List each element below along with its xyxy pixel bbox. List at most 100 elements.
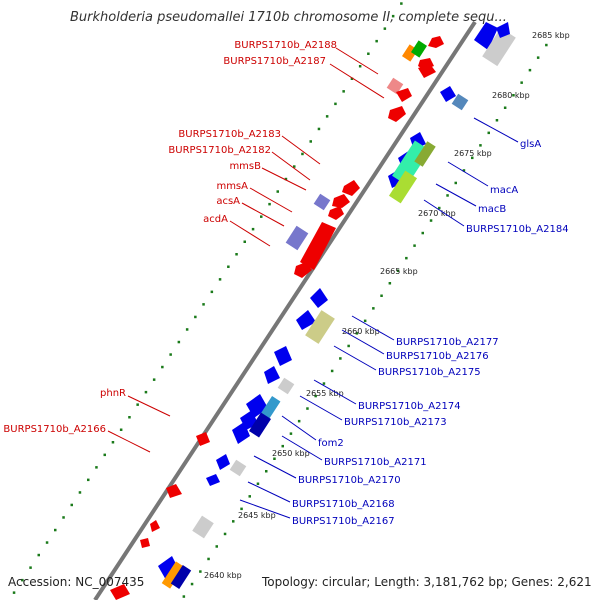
feature-other[interactable]: [451, 93, 469, 111]
scale-dot: [503, 106, 507, 109]
scale-dot: [325, 115, 329, 118]
scale-dot: [342, 90, 345, 93]
feature-forward[interactable]: [264, 366, 280, 384]
gene-label[interactable]: BURPS1710b_A2175: [378, 367, 481, 378]
feature-reverse[interactable]: [328, 206, 344, 220]
gene-label[interactable]: BURPS1710b_A2176: [386, 351, 489, 362]
feature-reverse[interactable]: [166, 484, 182, 498]
gene-label[interactable]: BURPS1710b_A2166: [3, 424, 106, 435]
gene-label[interactable]: BURPS1710b_A2174: [358, 401, 461, 412]
gene-label[interactable]: mmsA: [216, 181, 248, 192]
gene-label[interactable]: glsA: [520, 139, 541, 150]
feature-forward[interactable]: [440, 86, 456, 102]
scale-dot: [495, 119, 499, 122]
feature-forward[interactable]: [496, 22, 510, 38]
gene-label[interactable]: BURPS1710b_A2187: [223, 56, 326, 67]
scale-dot: [29, 566, 32, 569]
feature-reverse[interactable]: [418, 64, 436, 78]
feature-rna[interactable]: [482, 27, 516, 67]
gene-label[interactable]: macB: [478, 204, 506, 215]
gene-label[interactable]: macA: [490, 185, 518, 196]
feature-other[interactable]: [305, 310, 335, 344]
scale-dot: [62, 516, 65, 519]
feature-reverse[interactable]: [140, 538, 150, 548]
tick-label: 2655 kbp: [306, 389, 344, 398]
scale-dot: [169, 353, 172, 356]
feature-reverse[interactable]: [150, 520, 160, 532]
feature-other[interactable]: [410, 40, 428, 58]
gene-label[interactable]: mmsB: [229, 161, 261, 172]
feature-rna[interactable]: [192, 515, 214, 539]
scale-dot: [380, 294, 383, 297]
gene-label[interactable]: BURPS1710b_A2184: [466, 224, 569, 235]
gene-label[interactable]: phnR: [100, 388, 126, 399]
gene-label[interactable]: acdA: [203, 214, 228, 225]
feature-rna[interactable]: [229, 459, 247, 477]
tick-label: 2685 kbp: [532, 31, 570, 40]
gene-label[interactable]: BURPS1710b_A2183: [178, 129, 281, 140]
feature-forward[interactable]: [206, 474, 220, 486]
scale-dot: [273, 457, 276, 460]
scale-dot: [479, 144, 482, 147]
scale-dot: [202, 303, 205, 306]
scale-dot: [383, 27, 387, 30]
gene-label[interactable]: BURPS1710b_A2168: [292, 499, 395, 510]
scale-dot: [413, 244, 416, 247]
feature-reverse[interactable]: [396, 88, 412, 102]
feature-reverse[interactable]: [196, 432, 210, 446]
feature-reverse[interactable]: [342, 180, 360, 196]
left-labels: BURPS1710b_A2188 BURPS1710b_A2187 BURPS1…: [3, 40, 385, 453]
feature-forward[interactable]: [310, 288, 328, 308]
scale-dot: [405, 256, 408, 260]
feature-other[interactable]: [388, 170, 418, 204]
feature-rna[interactable]: [277, 377, 295, 395]
feature-pseudo[interactable]: [386, 77, 404, 95]
scale-dot: [528, 68, 532, 72]
feature-reverse[interactable]: [294, 262, 312, 278]
feature-reverse[interactable]: [332, 194, 350, 208]
feature-other[interactable]: [414, 141, 436, 167]
gene-label[interactable]: BURPS1710b_A2171: [324, 457, 427, 468]
scale-dot: [276, 190, 279, 193]
feature-other[interactable]: [313, 193, 331, 211]
scale-dot: [128, 416, 131, 419]
gene-label[interactable]: BURPS1710b_A2170: [298, 475, 401, 486]
gene-label[interactable]: BURPS1710b_A2177: [396, 337, 499, 348]
right-labels: glsA macA macB BURPS1710b_A2184 BURPS171…: [239, 117, 569, 527]
gene-label[interactable]: acsA: [216, 196, 240, 207]
map-title: Burkholderia pseudomallei 1710b chromoso…: [70, 10, 507, 25]
feature-forward[interactable]: [232, 422, 250, 444]
feature-reverse[interactable]: [300, 222, 336, 270]
feature-forward[interactable]: [474, 22, 498, 50]
feature-other[interactable]: [285, 225, 309, 251]
topology-text: Topology: circular; Length: 3,181,762 bp…: [262, 575, 592, 589]
feature-reverse[interactable]: [110, 584, 130, 600]
scale-dot: [177, 340, 181, 344]
feature-forward[interactable]: [296, 310, 316, 330]
gene-label[interactable]: BURPS1710b_A2182: [168, 145, 271, 156]
feature-forward[interactable]: [248, 412, 272, 438]
scale-dot: [471, 156, 474, 160]
tick-label: 2645 kbp: [238, 511, 276, 520]
scale-dot: [248, 495, 251, 498]
scale-dot: [350, 77, 354, 80]
scale-dot: [487, 131, 490, 135]
feature-forward[interactable]: [274, 346, 292, 366]
feature-other[interactable]: [392, 140, 430, 186]
scale-dot: [281, 444, 284, 448]
scale-dot: [284, 177, 288, 181]
feature-forward[interactable]: [170, 565, 192, 589]
gene-label[interactable]: fom2: [318, 438, 344, 449]
accession-text: Accession: NC_007435: [8, 575, 145, 589]
gene-label[interactable]: BURPS1710b_A2167: [292, 516, 395, 527]
feature-reverse[interactable]: [428, 36, 444, 48]
scale-dot: [388, 282, 392, 285]
gene-label[interactable]: BURPS1710b_A2188: [234, 40, 337, 51]
feature-other[interactable]: [161, 561, 185, 589]
scale-dot: [95, 466, 98, 469]
scale-dot: [355, 332, 359, 335]
feature-forward[interactable]: [216, 454, 230, 470]
gene-label[interactable]: BURPS1710b_A2173: [344, 417, 447, 428]
feature-reverse[interactable]: [388, 106, 406, 122]
